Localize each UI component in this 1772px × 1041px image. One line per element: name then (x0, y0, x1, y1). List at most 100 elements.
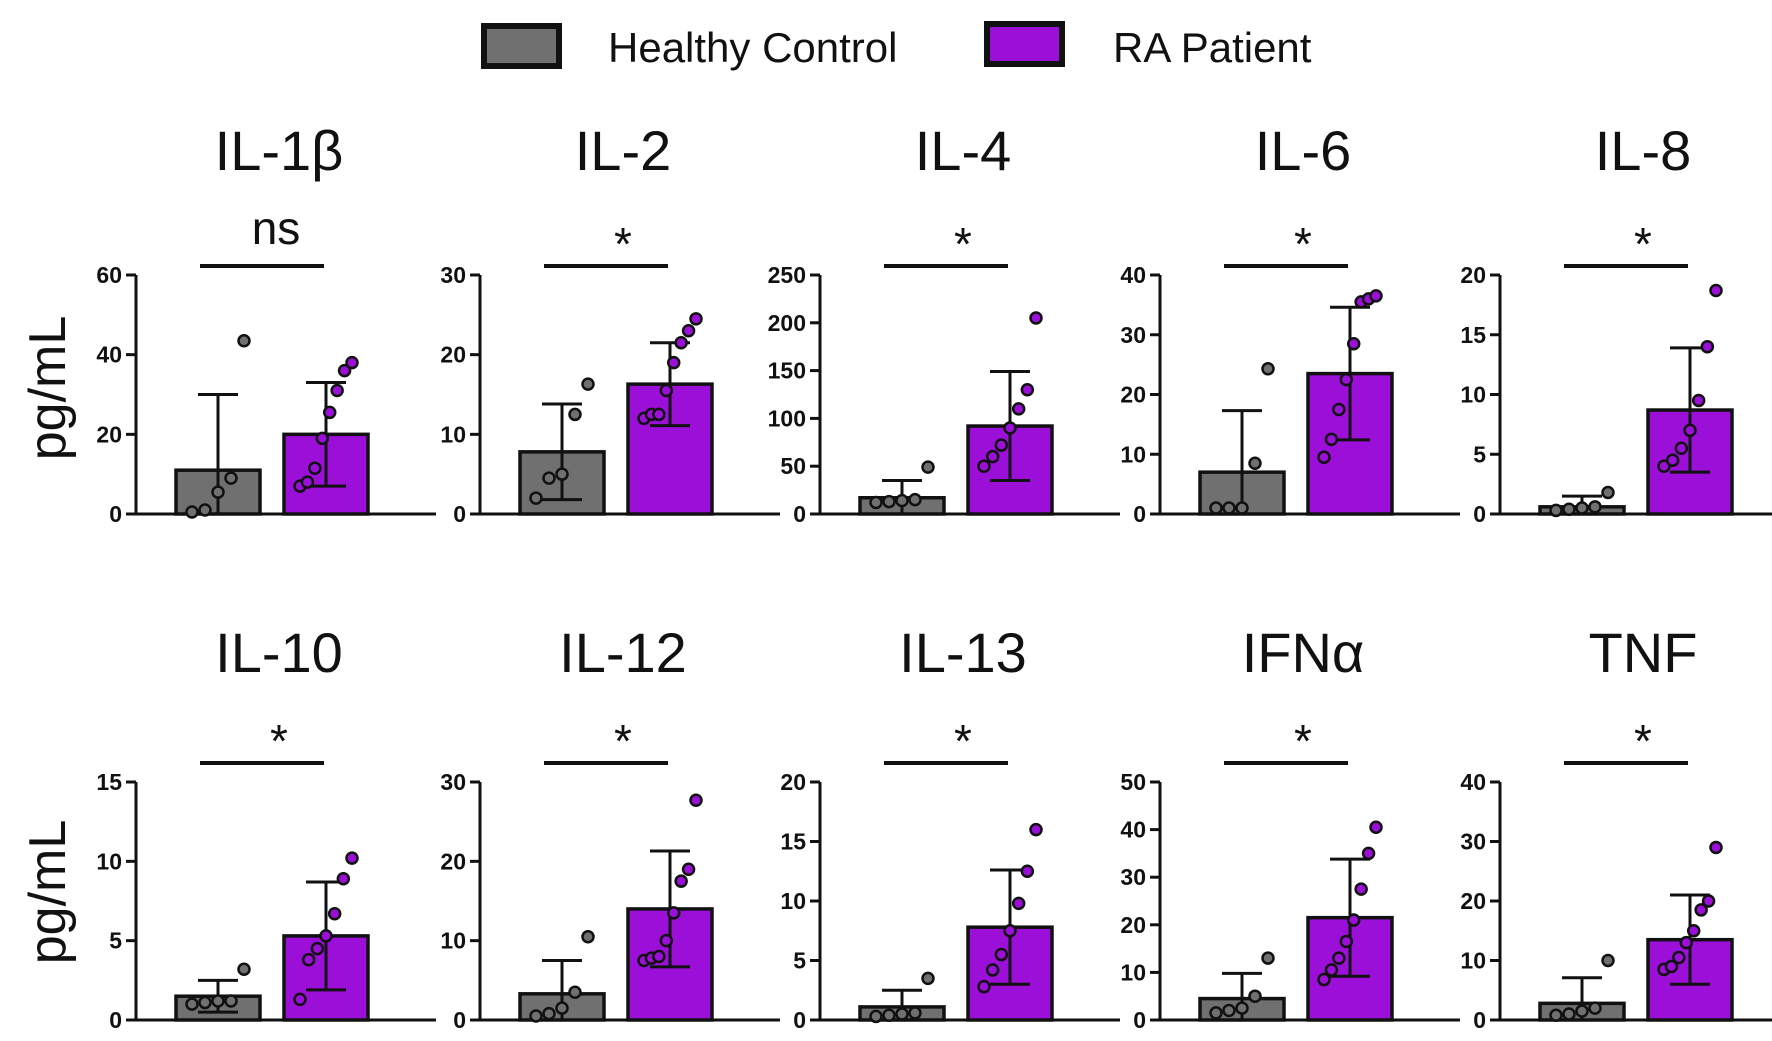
data-point (1011, 896, 1026, 911)
data-point (529, 1009, 543, 1023)
data-point (1261, 362, 1275, 376)
data-point (293, 992, 307, 1007)
y-tick-label: 50 (780, 453, 806, 479)
significance-label: * (954, 715, 972, 767)
data-point (659, 383, 674, 398)
data-point (568, 407, 582, 422)
legend: Healthy Control RA Patient (481, 21, 1312, 71)
data-point (659, 933, 674, 948)
data-point (581, 377, 595, 391)
legend-label-ra: RA Patient (1113, 24, 1312, 71)
y-tick-label: 40 (1460, 769, 1486, 795)
data-point (1248, 989, 1262, 1003)
y-tick-label: 20 (440, 848, 466, 874)
data-point (224, 471, 238, 485)
panel-title: IL-2 (575, 119, 672, 182)
y-tick-label: 0 (1473, 1007, 1486, 1033)
significance-label: * (954, 218, 972, 270)
y-tick-label: 40 (96, 342, 122, 368)
data-point (310, 941, 325, 956)
y-tick-label: 0 (793, 501, 806, 527)
y-tick-label: 15 (1460, 322, 1486, 348)
data-point (1261, 951, 1275, 965)
y-tick-label: 10 (440, 421, 466, 447)
data-point (882, 1008, 896, 1022)
data-point (1562, 502, 1576, 516)
data-point (1317, 450, 1331, 464)
chart-panel: 0 10 20 30 40 IL-6 * (1120, 119, 1460, 527)
data-point (198, 503, 212, 517)
y-tick-label: 0 (453, 1007, 466, 1033)
y-tick-label: 10 (96, 848, 122, 874)
data-point (555, 1001, 569, 1015)
data-point (337, 363, 352, 378)
data-point (1209, 1006, 1223, 1020)
data-point (1665, 453, 1680, 467)
y-tick-label: 40 (1120, 262, 1146, 288)
chart-panel: 0 20 40 60 IL-1β ns (96, 119, 436, 527)
significance-label: * (1294, 218, 1312, 270)
chart-panel: 0 10 20 30 40 50 IFNα * (1120, 621, 1460, 1033)
y-tick-label: 0 (1133, 1007, 1146, 1033)
y-tick-label: 30 (440, 262, 466, 288)
data-point (666, 355, 681, 370)
significance-label: * (1294, 715, 1312, 767)
data-point (1369, 289, 1383, 303)
y-tick-label: 5 (109, 928, 122, 954)
data-point (652, 407, 666, 422)
data-point (1694, 903, 1708, 917)
data-point (1339, 934, 1354, 949)
data-point (1003, 421, 1017, 435)
y-tick-label: 10 (1120, 441, 1146, 467)
data-point (237, 962, 251, 976)
y-tick-label: 50 (1120, 769, 1146, 795)
data-point (1588, 1001, 1602, 1015)
data-point (1029, 311, 1043, 325)
y-tick-label: 15 (96, 769, 122, 795)
chart-panel: 0 5 10 15 IL-10 * (96, 621, 436, 1033)
y-tick-label: 10 (780, 888, 806, 914)
data-point (985, 963, 1000, 977)
data-point (1575, 501, 1589, 515)
legend-label-healthy: Healthy Control (608, 24, 897, 71)
data-point (1674, 441, 1689, 456)
data-point (681, 324, 696, 338)
data-point (1691, 393, 1706, 408)
data-point (542, 471, 556, 485)
y-tick-label: 0 (793, 1007, 806, 1033)
data-point (908, 1006, 922, 1020)
data-point (977, 979, 991, 994)
data-point (1575, 1004, 1589, 1018)
data-point (985, 449, 1000, 464)
data-point (1332, 951, 1346, 965)
data-point (869, 1009, 883, 1024)
data-point (1011, 402, 1026, 416)
data-point (681, 862, 696, 877)
significance-label: * (1634, 715, 1652, 767)
data-point (1369, 820, 1383, 834)
chart-panel: 0 50 100 150 200 250 IL-4 * (768, 119, 1120, 527)
data-point (689, 793, 703, 807)
data-point (211, 485, 225, 499)
data-point (895, 493, 909, 508)
data-point (336, 872, 351, 886)
data-point (330, 383, 344, 398)
y-tick-label: 20 (1460, 262, 1486, 288)
y-tick-label: 20 (96, 421, 122, 447)
y-tick-label: 0 (109, 501, 122, 527)
data-point (882, 494, 896, 509)
significance-label: ns (252, 202, 301, 254)
chart-panel: 0 10 20 30 IL-12 * (440, 621, 780, 1033)
data-point (1317, 972, 1331, 987)
data-point (869, 495, 883, 510)
data-point (1361, 846, 1376, 861)
data-point (1664, 959, 1679, 974)
panel-title: IL-1β (215, 119, 344, 182)
y-tick-label: 5 (1473, 441, 1486, 467)
y-tick-label: 60 (96, 262, 122, 288)
panel-title: IL-10 (215, 621, 343, 684)
y-tick-label: 20 (1120, 382, 1146, 408)
significance-label: * (614, 218, 632, 270)
data-point (1003, 924, 1017, 938)
